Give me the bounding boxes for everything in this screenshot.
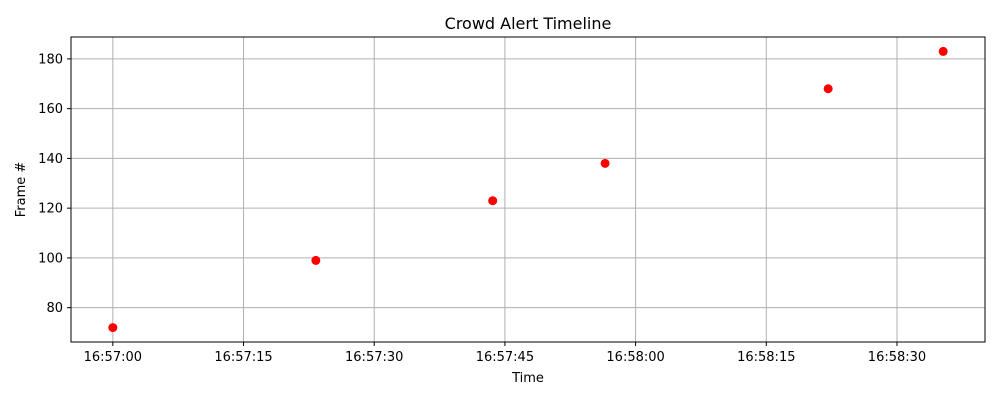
data-point: [488, 196, 498, 206]
data-point: [600, 158, 610, 168]
data-point: [938, 46, 948, 56]
points-layer: [108, 46, 948, 333]
x-tick-label: 16:57:15: [214, 350, 272, 365]
x-tick-label: 16:58:15: [737, 350, 795, 365]
grid-layer: [71, 37, 985, 342]
y-tick-label: 160: [38, 102, 63, 117]
data-point: [823, 84, 833, 94]
y-tick-label: 100: [38, 251, 63, 266]
y-tick-label: 120: [38, 202, 63, 217]
data-point: [311, 255, 321, 265]
plot-frame: [70, 36, 986, 343]
y-tick-label: 80: [46, 301, 63, 316]
x-tick-label: 16:57:30: [345, 350, 403, 365]
x-tick-label: 16:58:30: [868, 350, 926, 365]
data-point: [108, 323, 118, 333]
x-tick-label: 16:57:00: [84, 350, 142, 365]
ticks-layer: 16:57:00 16:57:15 16:57:30 16:57:45 16:58:00…: [38, 52, 926, 365]
y-tick-label: 140: [38, 152, 63, 167]
x-tick-label: 16:57:45: [476, 350, 534, 365]
y-tick-label: 180: [38, 52, 63, 67]
x-tick-label: 16:58:00: [606, 350, 664, 365]
chart-title: Crowd Alert Timeline: [445, 14, 612, 33]
x-axis-label: Time: [511, 371, 544, 386]
y-axis-label: Frame #: [14, 162, 29, 218]
